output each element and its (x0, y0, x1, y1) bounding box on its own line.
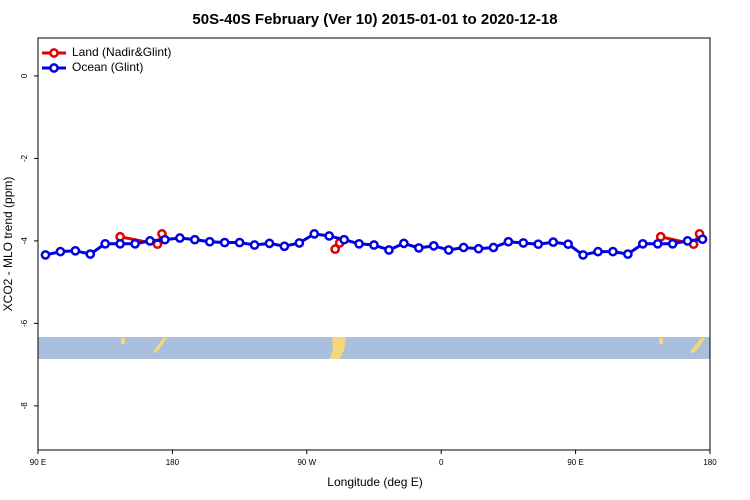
series-point (623, 249, 633, 259)
x-tick-label: 0 (439, 458, 444, 467)
x-tick-label: 90 W (297, 458, 316, 467)
series-point (563, 239, 573, 250)
series-point (488, 242, 499, 253)
series-point (330, 244, 341, 255)
x-tick-label: 180 (703, 458, 717, 467)
y-axis-label: XCO2 - MLO trend (ppm) (1, 177, 15, 312)
series-point (279, 241, 290, 252)
series-point (384, 245, 394, 255)
series-point (443, 245, 454, 255)
series-point (413, 243, 424, 253)
series-point (399, 238, 409, 249)
legend-marker (49, 63, 59, 73)
x-tick-label: 90 E (567, 458, 583, 467)
series-point (354, 238, 364, 249)
series-point (70, 245, 81, 256)
series-point (40, 250, 51, 260)
x-tick-label: 90 E (30, 458, 46, 467)
x-axis-label: Longitude (deg E) (327, 475, 422, 489)
series-point (339, 234, 349, 245)
land-mask-strip (38, 337, 710, 359)
series-point (204, 236, 215, 247)
plot-frame (37, 37, 711, 451)
series-point (637, 238, 648, 249)
series-point (160, 234, 170, 245)
series-point (503, 236, 514, 247)
land-mask (121, 337, 705, 359)
series-point (55, 246, 66, 257)
y-tick-label: -2 (20, 154, 29, 162)
series-point (219, 237, 230, 248)
series-point (175, 233, 185, 243)
series-point (234, 237, 245, 248)
series-point (458, 242, 469, 253)
y-tick-label: -8 (20, 402, 29, 410)
series-point (593, 246, 603, 257)
series-point (309, 229, 320, 239)
series-point (428, 241, 439, 251)
series-point (548, 237, 559, 247)
series-point (682, 236, 693, 246)
series-point (294, 238, 305, 248)
series-point (130, 238, 140, 249)
series-point (115, 238, 125, 249)
series-point (578, 250, 588, 260)
x-tick-label: 180 (166, 458, 180, 467)
series-point (249, 240, 260, 250)
y-tick-label: -6 (20, 319, 29, 327)
legend-marker (49, 48, 59, 58)
series-point (324, 231, 335, 241)
legend-label: Land (Nadir&Glint) (72, 45, 171, 59)
chart-title: 50S-40S February (Ver 10) 2015-01-01 to … (192, 11, 557, 28)
y-tick-label: 0 (20, 73, 29, 78)
series-point (608, 246, 618, 257)
series-point (473, 243, 484, 254)
legend-label: Ocean (Glint) (72, 60, 143, 74)
series-point (533, 239, 544, 250)
y-tick-label: -4 (20, 237, 29, 245)
series-point (264, 238, 275, 249)
series-point (667, 238, 678, 249)
series-point (145, 236, 155, 246)
series-point (85, 249, 96, 259)
series-point (518, 238, 529, 248)
series-point (697, 234, 708, 245)
series-point (369, 240, 379, 250)
series-point (100, 238, 111, 249)
series-point (189, 234, 200, 245)
series-point (652, 238, 663, 249)
